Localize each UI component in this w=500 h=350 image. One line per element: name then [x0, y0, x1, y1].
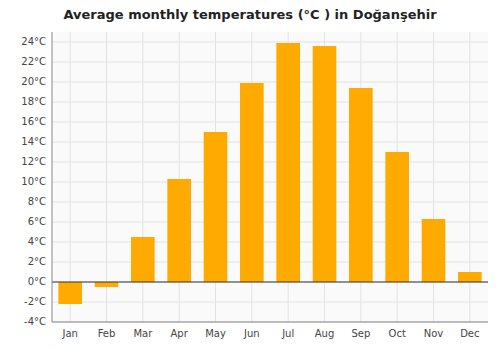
bar	[422, 219, 446, 282]
y-tick-label: 10°C	[21, 176, 46, 187]
zero-line	[52, 282, 488, 283]
x-grid-line	[70, 32, 71, 322]
bar	[349, 88, 373, 282]
y-grid-line	[52, 62, 488, 63]
x-tick-label: Dec	[460, 328, 479, 339]
y-tick-label: 8°C	[28, 196, 46, 207]
chart-container: -4°C -2°C 0°C 2°C 4°C 6°C 8°C 10°C 12°C 14°C 16°C 1…	[0, 0, 500, 350]
x-tick-label: Sep	[351, 328, 370, 339]
bar	[458, 272, 482, 282]
y-tick-label: 2°C	[28, 256, 46, 267]
y-tick-label: 14°C	[21, 136, 46, 147]
y-tick-label: 20°C	[21, 76, 46, 87]
y-tick-label: 0°C	[28, 276, 46, 287]
x-tick-label: Mar	[133, 328, 153, 339]
title: Average monthly temperatures (°C ) in Do…	[63, 7, 437, 22]
y-grid-line	[52, 142, 488, 143]
y-grid-line	[52, 122, 488, 123]
bar	[204, 132, 228, 282]
y-grid-line	[52, 322, 488, 323]
x-tick-label: Nov	[424, 328, 444, 339]
x-tick-label: Jun	[243, 328, 260, 339]
y-grid-line	[52, 162, 488, 163]
bar	[58, 282, 82, 304]
bar	[313, 46, 337, 282]
y-tick-label: 22°C	[21, 56, 46, 67]
y-tick-label: 24°C	[21, 36, 46, 47]
x-axis-line	[52, 322, 488, 323]
bar	[131, 237, 155, 282]
y-grid-line	[52, 42, 488, 43]
y-tick-label: 16°C	[21, 116, 46, 127]
y-grid-line	[52, 82, 488, 83]
y-grid-line	[52, 202, 488, 203]
grid	[52, 32, 488, 322]
y-tick-label: 4°C	[28, 236, 46, 247]
y-grid-line	[52, 282, 488, 283]
y-tick-label: -4°C	[24, 316, 46, 327]
y-grid-line	[52, 182, 488, 183]
y-tick-label: 12°C	[21, 156, 46, 167]
x-tick-label: Aug	[315, 328, 335, 339]
chart-svg: -4°C -2°C 0°C 2°C 4°C 6°C 8°C 10°C 12°C 14°C 16°C 1…	[0, 0, 500, 350]
x-tick-label: Oct	[389, 328, 406, 339]
y-grid-line	[52, 302, 488, 303]
y-tick-label: 6°C	[28, 216, 46, 227]
y-grid-line	[52, 102, 488, 103]
bar	[276, 43, 300, 282]
x-tick-label: Jan	[61, 328, 77, 339]
bar	[167, 179, 191, 282]
bar	[240, 83, 264, 282]
plot-area	[52, 32, 488, 322]
x-grid-line	[106, 32, 107, 322]
y-tick-label: -2°C	[24, 296, 46, 307]
x-tick-label: Apr	[171, 328, 189, 339]
y-tick-label: 18°C	[21, 96, 46, 107]
bars	[58, 43, 481, 304]
bar	[385, 152, 409, 282]
x-tick-label: Feb	[98, 328, 116, 339]
x-tick-label: May	[205, 328, 226, 339]
y-axis-line	[52, 32, 53, 322]
bar	[95, 282, 119, 287]
x-tick-label: Jul	[281, 328, 294, 339]
